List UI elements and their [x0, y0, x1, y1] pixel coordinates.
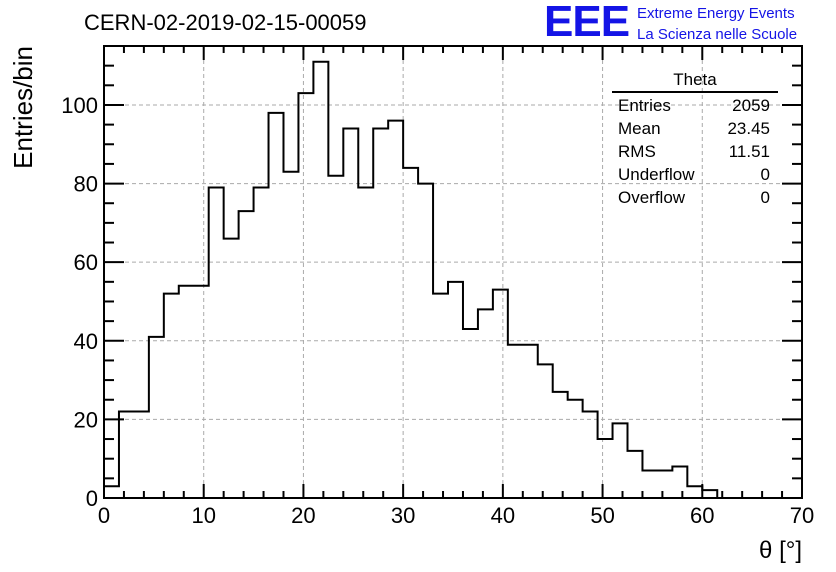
histogram-bin: [239, 211, 254, 498]
y-tick-label: 0: [86, 486, 98, 511]
histogram-bin: [463, 329, 478, 498]
axis-ticks: [103, 45, 803, 499]
y-axis-label: Entries/bin: [8, 46, 38, 169]
stats-title: Theta: [612, 70, 778, 93]
histogram-bin: [628, 451, 643, 498]
histogram-bin: [254, 187, 269, 498]
histogram-bin: [269, 113, 284, 498]
histogram-bin: [388, 121, 403, 498]
histogram-bin: [149, 337, 164, 498]
histogram-bin: [553, 392, 568, 498]
stats-value: 0: [760, 165, 770, 184]
stats-row-underflow: Underflow 0: [612, 163, 778, 186]
histogram-bin: [523, 345, 538, 498]
logo-subtitle-2: La Scienza nelle Scuole: [637, 26, 798, 43]
x-tick-label: 70: [790, 503, 814, 528]
x-tick-label: 60: [690, 503, 714, 528]
histogram-bin: [672, 467, 687, 498]
stats-label: Mean: [618, 119, 661, 138]
histogram-bin: [134, 412, 149, 498]
y-tick-label: 40: [74, 329, 98, 354]
x-tick-label: 20: [291, 503, 315, 528]
y-tick-label: 100: [61, 93, 98, 118]
histogram-bin: [583, 412, 598, 498]
histogram-bin: [209, 187, 224, 498]
histogram-bin: [224, 239, 239, 498]
stats-row-mean: Mean 23.45: [612, 117, 778, 140]
stats-row-overflow: Overflow 0: [612, 186, 778, 209]
histogram-bin: [179, 286, 194, 498]
histogram-bin: [298, 93, 313, 498]
stats-value: 0: [760, 188, 770, 207]
histogram-bin: [657, 470, 672, 498]
x-tick-label: 40: [491, 503, 515, 528]
histogram-bin: [448, 282, 463, 498]
histogram-bin: [538, 364, 553, 498]
histogram-bin: [403, 168, 418, 498]
stats-label: Overflow: [618, 188, 686, 207]
stats-label: RMS: [618, 142, 656, 161]
histogram-bin: [508, 345, 523, 498]
histogram-bin: [598, 439, 613, 498]
histogram-bin: [313, 62, 328, 498]
stats-row-entries: Entries 2059: [612, 94, 778, 117]
histogram-bin: [164, 294, 179, 498]
x-tick-label: 50: [590, 503, 614, 528]
histogram-bin: [493, 290, 508, 498]
histogram-bin: [104, 486, 119, 498]
histogram-bin: [568, 400, 583, 498]
tick-labels: 0 10 20 30 40 50 60 70 0 20 40 60 80 100: [61, 93, 814, 528]
stats-row-rms: RMS 11.51: [612, 140, 778, 163]
stats-value: 2059: [732, 96, 770, 115]
histogram-bin: [642, 470, 657, 498]
stats-label: Underflow: [618, 165, 695, 184]
histogram-bin: [433, 294, 448, 498]
histogram-bin: [478, 309, 493, 498]
plot-frame: [103, 45, 803, 499]
stats-value: 23.45: [727, 119, 770, 138]
stats-value: 11.51: [728, 142, 770, 161]
histogram-bin: [328, 176, 343, 498]
histogram-bin: [119, 412, 134, 498]
y-tick-label: 20: [74, 407, 98, 432]
y-tick-label: 60: [74, 250, 98, 275]
stats-label: Entries: [618, 96, 671, 115]
histogram-bin: [358, 187, 373, 498]
x-tick-label: 10: [191, 503, 215, 528]
histogram-bin: [687, 486, 702, 498]
logo-subtitle-1: Extreme Energy Events: [637, 5, 795, 22]
run-title: CERN-02-2019-02-15-00059: [84, 10, 367, 35]
statistics-box: Theta Entries 2059 Mean 23.45 RMS 11.51 …: [612, 70, 778, 209]
x-axis-label: θ [°]: [759, 537, 802, 564]
histogram-bin: [283, 172, 298, 498]
x-tick-label: 30: [391, 503, 415, 528]
histogram-bin: [702, 490, 717, 498]
histogram-outline: [103, 60, 802, 499]
histogram-bin: [194, 286, 209, 498]
histogram-bin: [613, 423, 628, 498]
y-tick-label: 80: [74, 172, 98, 197]
histogram-steps: [103, 60, 802, 499]
x-tick-label: 0: [98, 503, 110, 528]
eee-logo: EEE: [544, 0, 630, 46]
grid-lines: [104, 46, 802, 498]
